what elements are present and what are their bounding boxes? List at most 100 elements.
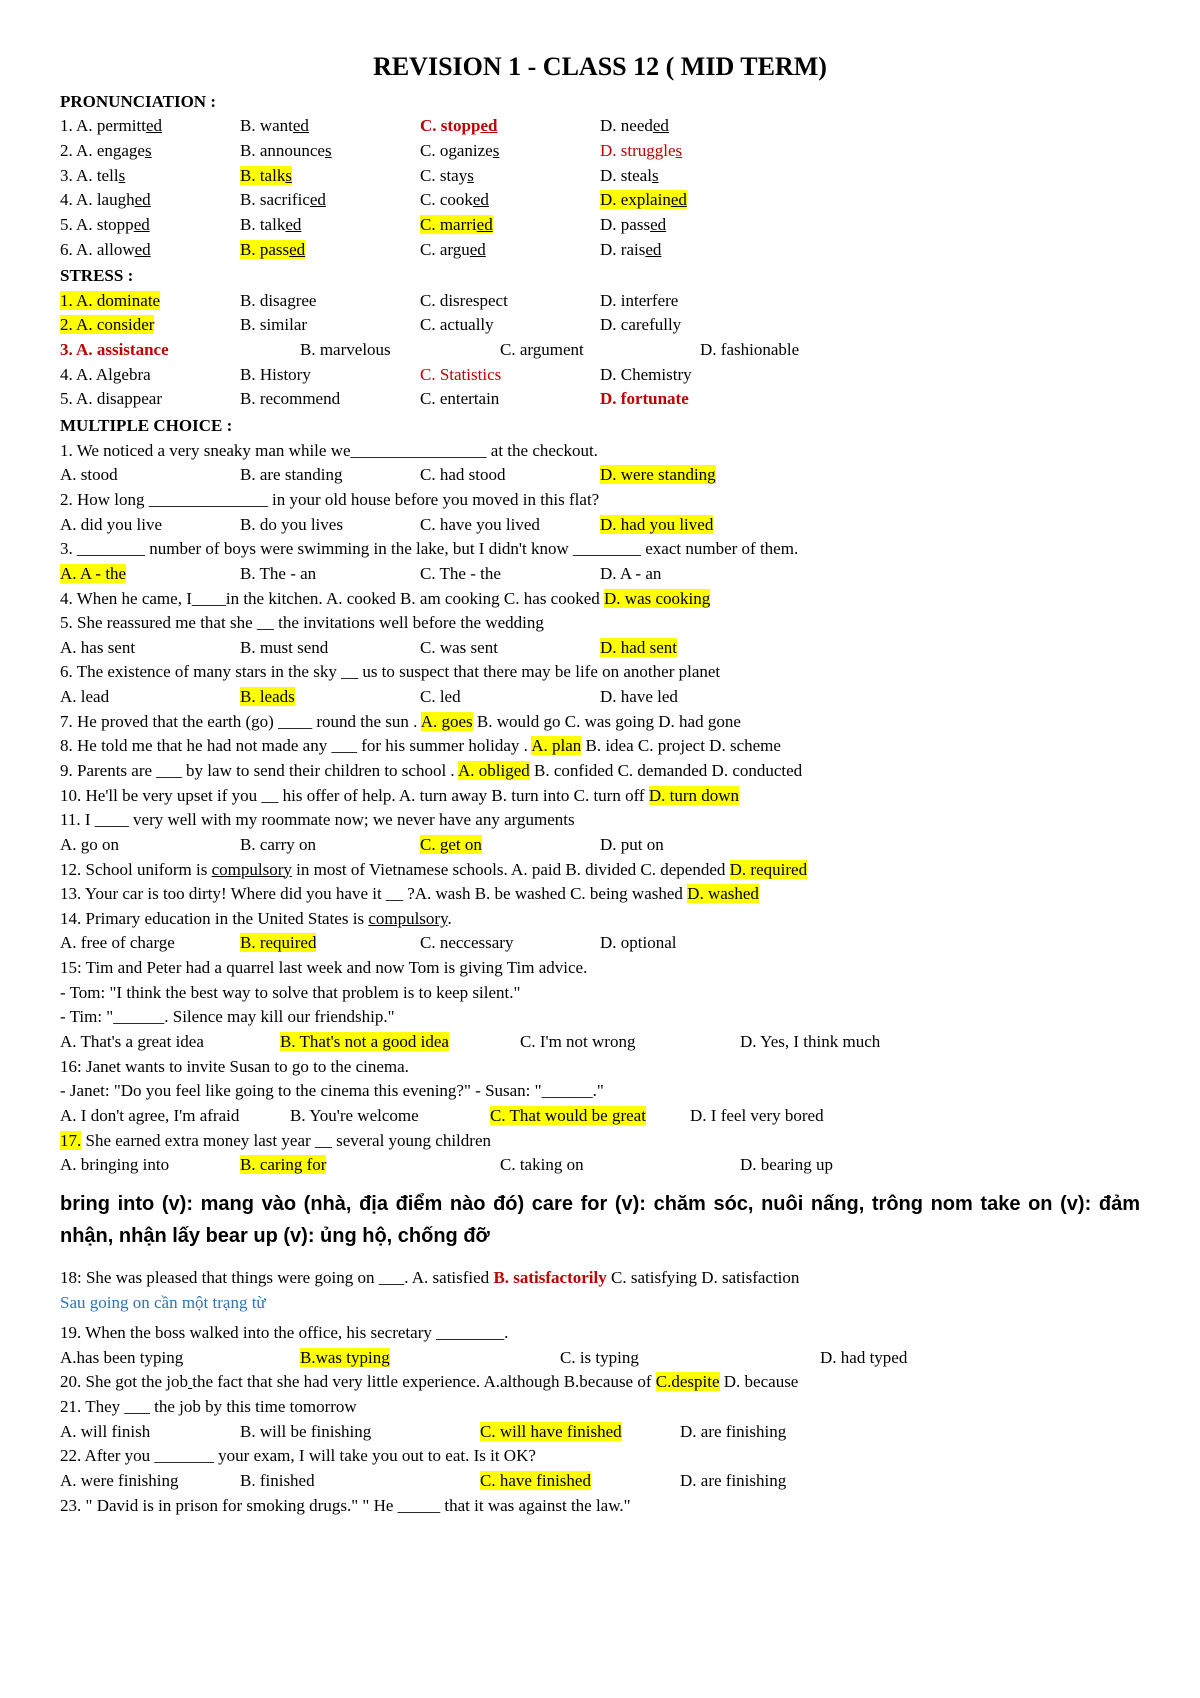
q11: 11. I ____ very well with my roommate no…	[60, 808, 1140, 833]
opt: C. The - the	[420, 562, 600, 587]
opt: D. needed	[600, 114, 1140, 139]
q19-opts: A.has been typing B.was typing C. is typ…	[60, 1346, 1140, 1371]
q3-opts: A. A - the B. The - an C. The - the D. A…	[60, 562, 1140, 587]
q2-opts: A. did you live B. do you lives C. have …	[60, 513, 1140, 538]
q16: 16: Janet wants to invite Susan to go to…	[60, 1055, 1140, 1080]
opt: B.was typing	[300, 1346, 560, 1371]
opt: D. put on	[600, 833, 1140, 858]
page-title: REVISION 1 - CLASS 12 ( MID TERM)	[60, 48, 1140, 86]
table-row: 4. A. AlgebraB. HistoryC. StatisticsD. C…	[60, 363, 1140, 388]
opt: D. fortunate	[600, 387, 1140, 412]
q23: 23. " David is in prison for smoking dru…	[60, 1494, 1140, 1519]
opt: D. were standing	[600, 463, 1140, 488]
opt: C. I'm not wrong	[520, 1030, 740, 1055]
opt: A. did you live	[60, 513, 240, 538]
opt: D. steals	[600, 164, 1140, 189]
table-row: 5. A. disappearB. recommendC. entertainD…	[60, 387, 1140, 412]
opt: D. Chemistry	[600, 363, 1140, 388]
q15-tom: - Tom: "I think the best way to solve th…	[60, 981, 1140, 1006]
opt: D. carefully	[600, 313, 1140, 338]
opt: D. explained	[600, 188, 1140, 213]
opt: D. I feel very bored	[690, 1104, 1140, 1129]
q15: 15: Tim and Peter had a quarrel last wee…	[60, 956, 1140, 981]
opt: B. similar	[240, 313, 420, 338]
opt: A. free of charge	[60, 931, 240, 956]
opt: 5. A. disappear	[60, 387, 240, 412]
opt: B. disagree	[240, 289, 420, 314]
opt: 5. A. stopped	[60, 213, 240, 238]
opt: D. had typed	[820, 1346, 1140, 1371]
opt: C. cooked	[420, 188, 600, 213]
opt: C. get on	[420, 833, 600, 858]
q21-opts: A. will finish B. will be finishing C. w…	[60, 1420, 1140, 1445]
opt: D. interfere	[600, 289, 1140, 314]
q11-opts: A. go on B. carry on C. get on D. put on	[60, 833, 1140, 858]
mc-body: 1. We noticed a very sneaky man while we…	[60, 439, 1140, 1519]
opt: C. taking on	[500, 1153, 740, 1178]
opt: D. have led	[600, 685, 1140, 710]
opt: D. raised	[600, 238, 1140, 263]
q5: 5. She reassured me that she __ the invi…	[60, 611, 1140, 636]
opt: C. stopped	[420, 114, 600, 139]
table-row: 2. A. engagesB. announcesC. oganizesD. s…	[60, 139, 1140, 164]
q17: 17. She earned extra money last year __ …	[60, 1129, 1140, 1154]
pronunciation-list: 1. A. permittedB. wantedC. stoppedD. nee…	[60, 114, 1140, 262]
opt: C. is typing	[560, 1346, 820, 1371]
q5-opts: A. has sent B. must send C. was sent D. …	[60, 636, 1140, 661]
opt: 2. A. engages	[60, 139, 240, 164]
table-row: 2. A. considerB. similarC. actuallyD. ca…	[60, 313, 1140, 338]
opt: D. bearing up	[740, 1153, 1140, 1178]
opt: 4. A. Algebra	[60, 363, 240, 388]
opt: D. are finishing	[680, 1469, 1140, 1494]
opt: C. disrespect	[420, 289, 600, 314]
opt: C. led	[420, 685, 600, 710]
opt: C. actually	[420, 313, 600, 338]
q14: 14. Primary education in the United Stat…	[60, 907, 1140, 932]
opt: 3. A. assistance	[60, 338, 300, 363]
vocab-note: bring into (v): mang vào (nhà, địa điểm …	[60, 1188, 1140, 1252]
table-row: 6. A. allowedB. passedC. arguedD. raised	[60, 238, 1140, 263]
table-row: 1. A. permittedB. wantedC. stoppedD. nee…	[60, 114, 1140, 139]
section-stress: STRESS :	[60, 264, 1140, 289]
opt: B. do you lives	[240, 513, 420, 538]
q2: 2. How long ______________ in your old h…	[60, 488, 1140, 513]
opt: B. History	[240, 363, 420, 388]
opt: 4. A. laughed	[60, 188, 240, 213]
opt: D. optional	[600, 931, 1140, 956]
opt: 3. A. tells	[60, 164, 240, 189]
q22-opts: A. were finishing B. finished C. have fi…	[60, 1469, 1140, 1494]
opt: 1. A. permitted	[60, 114, 240, 139]
opt: A. go on	[60, 833, 240, 858]
opt: A. A - the	[60, 562, 240, 587]
opt: B. sacrificed	[240, 188, 420, 213]
opt: D. struggles	[600, 139, 1140, 164]
stress-list: 1. A. dominateB. disagreeC. disrespectD.…	[60, 289, 1140, 412]
opt: C. Statistics	[420, 363, 600, 388]
table-row: 4. A. laughedB. sacrificedC. cookedD. ex…	[60, 188, 1140, 213]
opt: D. passed	[600, 213, 1140, 238]
opt: A. That's a great idea	[60, 1030, 280, 1055]
opt: C. had stood	[420, 463, 600, 488]
opt: B. will be finishing	[240, 1420, 480, 1445]
opt: C. argument	[500, 338, 700, 363]
opt: B. announces	[240, 139, 420, 164]
q16-janet: - Janet: "Do you feel like going to the …	[60, 1079, 1140, 1104]
section-mc: MULTIPLE CHOICE :	[60, 414, 1140, 439]
opt: C. oganizes	[420, 139, 600, 164]
table-row: 5. A. stoppedB. talkedC. marriedD. passe…	[60, 213, 1140, 238]
opt: B. finished	[240, 1469, 480, 1494]
opt: B. carry on	[240, 833, 420, 858]
table-row: 1. A. dominateB. disagreeC. disrespectD.…	[60, 289, 1140, 314]
opt: D. had sent	[600, 636, 1140, 661]
opt: B. talks	[240, 164, 420, 189]
opt: A. will finish	[60, 1420, 240, 1445]
opt: B. The - an	[240, 562, 420, 587]
q9: 9. Parents are ___ by law to send their …	[60, 759, 1140, 784]
opt: B. You're welcome	[290, 1104, 490, 1129]
opt: C. will have finished	[480, 1420, 680, 1445]
opt: C. married	[420, 213, 600, 238]
opt: A.has been typing	[60, 1346, 300, 1371]
opt: C. That would be great	[490, 1104, 690, 1129]
opt: D. fashionable	[700, 338, 1140, 363]
q18: 18: She was pleased that things were goi…	[60, 1266, 1140, 1291]
